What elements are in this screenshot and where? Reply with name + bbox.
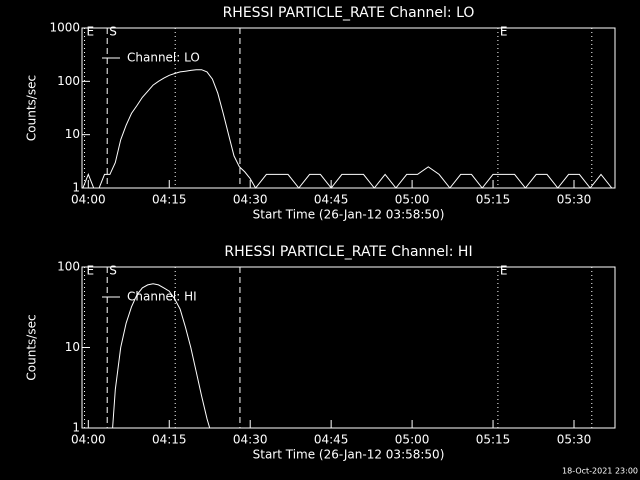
x-tick-label: 05:30 <box>557 433 592 447</box>
x-tick-label: 04:30 <box>233 193 268 207</box>
marker-label: S <box>109 264 117 278</box>
marker-label: E <box>500 25 508 39</box>
x-axis-title: Start Time (26-Jan-12 03:58:50) <box>253 208 445 222</box>
y-tick-label: 1 <box>72 421 80 435</box>
y-tick-label: 100 <box>57 260 80 274</box>
x-tick-label: 04:45 <box>314 193 349 207</box>
marker-label: E <box>87 264 95 278</box>
x-tick-label: 05:15 <box>476 193 511 207</box>
x-tick-label: 05:30 <box>557 193 592 207</box>
x-tick-label: 04:45 <box>314 433 349 447</box>
x-tick-label: 04:30 <box>233 433 268 447</box>
x-tick-label: 04:15 <box>152 433 187 447</box>
y-axis-title: Counts/sec <box>25 75 39 141</box>
y-axis-title: Counts/sec <box>25 314 39 380</box>
marker-label: E <box>87 25 95 39</box>
legend-label: Channel: HI <box>127 290 197 304</box>
y-tick-label: 10 <box>65 340 80 354</box>
footer: 18-Oct-2021 23:00 <box>562 467 638 476</box>
y-tick-label: 1000 <box>49 21 80 35</box>
chart-title: RHESSI PARTICLE_RATE Channel: HI <box>224 244 472 260</box>
marker-label: E <box>500 264 508 278</box>
data-line <box>82 69 613 189</box>
x-tick-label: 05:15 <box>476 433 511 447</box>
y-tick-label: 100 <box>57 74 80 88</box>
x-axis-title: Start Time (26-Jan-12 03:58:50) <box>253 448 445 462</box>
legend-label: Channel: LO <box>127 51 200 65</box>
data-line <box>112 283 211 429</box>
y-tick-label: 1 <box>72 181 80 195</box>
x-tick-label: 04:00 <box>71 433 106 447</box>
marker-label: S <box>109 25 117 39</box>
plot-frame <box>81 27 616 189</box>
x-tick-label: 05:00 <box>395 193 430 207</box>
x-tick-label: 05:00 <box>395 433 430 447</box>
chart-title: RHESSI PARTICLE_RATE Channel: LO <box>223 5 475 21</box>
x-tick-label: 04:15 <box>152 193 187 207</box>
y-tick-label: 10 <box>65 127 80 141</box>
x-tick-label: 04:00 <box>71 193 106 207</box>
